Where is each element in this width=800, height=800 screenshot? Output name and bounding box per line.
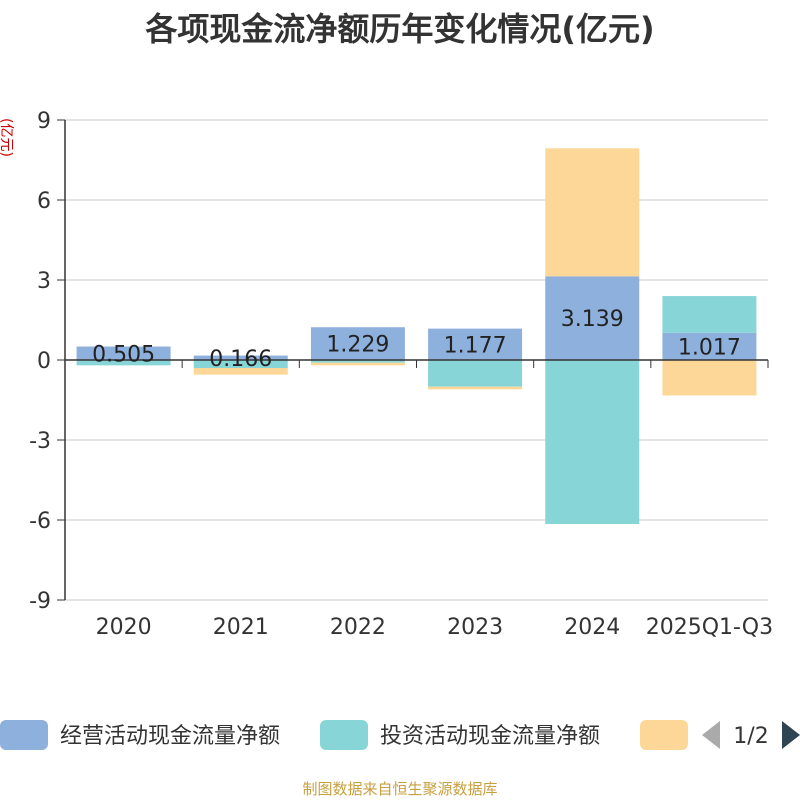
y-tick-label: -6 — [29, 509, 51, 534]
source-note: 制图数据来自恒生聚源数据库 — [302, 780, 498, 798]
legend-swatch — [320, 720, 368, 750]
legend-prev-page-icon — [702, 721, 720, 749]
bar-2020-series-1 — [76, 360, 171, 366]
x-tick-label: 2024 — [564, 615, 620, 640]
legend-swatch — [0, 720, 48, 750]
x-tick-label: 2023 — [447, 615, 503, 640]
x-tick-label: 2022 — [330, 615, 386, 640]
grid-layer — [65, 119, 768, 601]
x-tick-label: 2020 — [96, 615, 152, 640]
bar-2022-series-2 — [310, 362, 405, 366]
bar-layer — [76, 148, 757, 524]
y-axis-unit-label: (亿元) — [0, 118, 14, 157]
data-label: 1.229 — [326, 333, 389, 358]
bar-2021-series-2 — [193, 368, 288, 375]
bar-2021-series-0 — [193, 355, 288, 360]
y-tick-label: 6 — [37, 189, 51, 214]
y-tick-label: -3 — [29, 429, 51, 454]
bar-2025Q1-Q3-series-0 — [662, 332, 757, 360]
bar-2025Q1-Q3-series-2 — [662, 360, 757, 396]
chart-title: 各项现金流净额历年变化情况(亿元) — [145, 10, 655, 48]
legend: 经营活动现金流量净额 投资活动现金流量净额 1/2 — [0, 720, 800, 750]
bar-2024-series-2 — [545, 148, 640, 277]
label-layer: 2020 2021 2022 2023 2024 2025Q1-Q3 0.505 0.166 1… — [92, 307, 773, 640]
axis-layer: 9 6 3 0 -3 -6 -9 — [29, 109, 769, 614]
bar-2023-series-1 — [428, 360, 523, 387]
x-tick-label: 2025Q1-Q3 — [646, 615, 773, 640]
data-label: 3.139 — [561, 307, 624, 332]
bar-2023-series-0 — [428, 328, 523, 360]
bar-2025Q1-Q3-series-1 — [662, 296, 757, 333]
legend-page-indicator: 1/2 — [733, 724, 768, 749]
legend-label: 投资活动现金流量净额 — [380, 724, 600, 749]
bar-2024-series-1 — [545, 360, 640, 524]
y-tick-label: -9 — [29, 589, 51, 614]
bar-2024-series-0 — [545, 276, 640, 360]
x-tick-label: 2021 — [213, 615, 269, 640]
bar-2023-series-2 — [428, 386, 523, 390]
y-tick-label: 3 — [37, 269, 51, 294]
legend-label: 经营活动现金流量净额 — [60, 724, 280, 749]
data-label: 0.166 — [209, 347, 272, 372]
bar-2020-series-0 — [76, 346, 171, 360]
bar-2022-series-0 — [310, 327, 405, 360]
bar-2021-series-1 — [193, 360, 288, 368]
legend-swatch — [640, 720, 688, 750]
y-tick-label: 0 — [37, 349, 51, 374]
data-label: 0.505 — [92, 342, 155, 367]
bar-2022-series-1 — [310, 360, 405, 363]
data-label: 1.177 — [444, 333, 507, 358]
y-tick-label: 9 — [37, 109, 51, 134]
legend-next-page-icon — [782, 721, 800, 749]
data-label: 1.017 — [678, 335, 741, 360]
